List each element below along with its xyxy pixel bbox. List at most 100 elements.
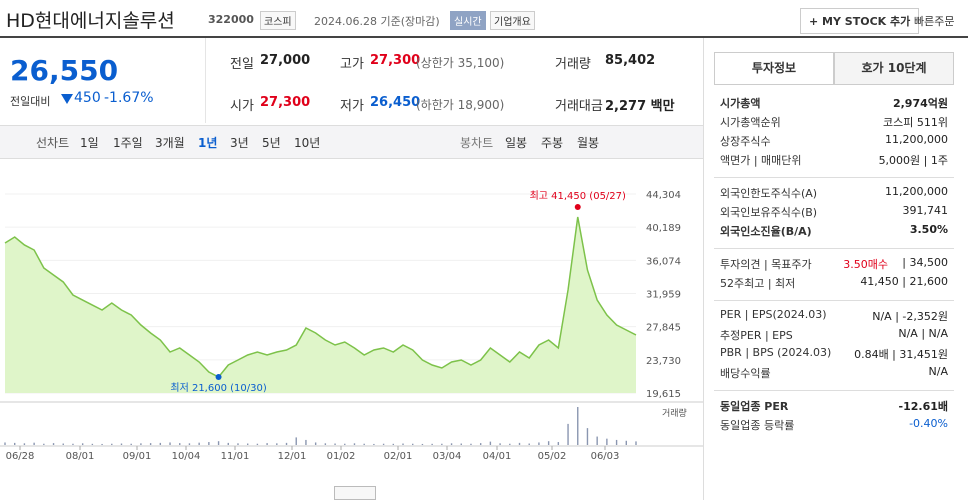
volume-bar [188, 443, 191, 445]
y-tick-label: 36,074 [646, 256, 681, 267]
tab-label: 선차트 [36, 136, 70, 150]
company-info[interactable]: 기업개요 [490, 11, 535, 30]
volume-bar [324, 443, 327, 445]
high-marker [574, 204, 581, 211]
volume-bar [479, 443, 482, 445]
summary-value: 26,450 [370, 95, 421, 110]
info-value: 3.50% [909, 223, 948, 236]
volume-bar [557, 442, 560, 445]
section-divider [714, 300, 954, 301]
volume-bar [227, 442, 229, 445]
volume-bar [179, 443, 181, 445]
y-tick-label: 27,845 [646, 323, 681, 334]
candle-tab[interactable]: 월봉 [577, 136, 600, 150]
volume-bar [596, 436, 598, 445]
info-value: N/A | N/A [898, 327, 948, 340]
info-value: 코스피 511위 [883, 116, 948, 129]
info-value: N/A | -2,352원 [872, 310, 948, 323]
period-tab[interactable]: 3년 [230, 136, 249, 150]
x-tick-label: 11/01 [221, 451, 250, 462]
volume-bar [246, 443, 249, 445]
info-label: 시가총액 [720, 97, 761, 110]
volume-bar [373, 443, 375, 445]
volume-bar [4, 442, 6, 445]
volume-bar [441, 443, 443, 445]
price-chart: 44,304 40,189 36,074 31,959 27,845 23,730 19,6… [0, 190, 703, 462]
volume-bar [518, 442, 521, 445]
y-tick-label: 31,959 [646, 290, 681, 301]
volume-bar [120, 443, 123, 445]
info-label: 외국인보유주식수(B) [720, 206, 818, 219]
x-tick-label: 09/01 [123, 451, 152, 462]
candle-tab[interactable]: 일봉 [505, 136, 528, 150]
summary-value: 27,300 [370, 53, 421, 68]
period-tab[interactable]: 1주일 [113, 136, 143, 150]
volume-bar [577, 407, 579, 445]
realtime-badge[interactable]: 실시간 [450, 11, 486, 30]
volume-bar [305, 439, 307, 445]
volume-bar [256, 443, 259, 445]
section-divider [714, 390, 954, 391]
volume-bar [625, 440, 627, 445]
tab-label: 봉차트 [460, 136, 494, 150]
info-value: 2,974억원 [892, 97, 948, 110]
period-tab[interactable]: 1년 [198, 136, 218, 150]
volume-bar [615, 439, 618, 445]
volume-bar [460, 443, 462, 445]
volume-bar [217, 441, 220, 445]
summary-value: 2,277 백만 [605, 99, 675, 114]
volume-bar [353, 443, 356, 445]
info-label: 동일업종 PER [720, 400, 789, 413]
summary-value: 85,402 [605, 53, 656, 68]
quick-order[interactable]: 빠른주문 [914, 15, 955, 28]
y-tick-label: 19,615 [646, 389, 681, 400]
period-tab[interactable]: 10년 [294, 136, 321, 150]
info-value: 11,200,000 [885, 185, 948, 198]
volume-bar [344, 443, 346, 445]
summary-extra: (상한가 35,100) [416, 56, 505, 70]
x-tick-label: 02/01 [384, 451, 413, 462]
info-value: N/A [928, 365, 948, 378]
volume-bar [208, 442, 210, 445]
y-tick-label: 44,304 [646, 190, 681, 201]
info-label: 투자의견 | 목표주가 [720, 258, 812, 271]
x-tick-label: 08/01 [66, 451, 95, 462]
down-arrow [61, 94, 73, 104]
period-tab[interactable]: 3개월 [155, 136, 185, 150]
side-tab[interactable]: 투자정보 [714, 52, 834, 85]
volume-bar [538, 442, 540, 445]
volume-bar [169, 442, 171, 445]
volume-bar [295, 437, 297, 445]
volume-bar [81, 443, 84, 445]
low-marker [215, 374, 222, 381]
current-price: 26,550 [10, 54, 119, 87]
summary-label: 저가 [340, 99, 364, 114]
volume-bar [606, 438, 608, 445]
my-stock-button[interactable]: + MY STOCK 추가 [800, 8, 920, 34]
summary-label: 시가 [230, 99, 254, 114]
volume-bar [276, 443, 278, 445]
volume-bar [431, 443, 433, 445]
x-tick-label: 06/03 [591, 451, 620, 462]
info-label: 배당수익률 [720, 367, 771, 380]
volume-bar [62, 443, 64, 445]
high-label: 최고 41,450 (05/27) [530, 190, 626, 202]
volume-bar [402, 443, 404, 445]
volume-bar [198, 442, 200, 445]
info-value: 3.50매수 [843, 258, 888, 271]
volume-bar [285, 442, 288, 445]
side-tab[interactable]: 호가 10단계 [834, 52, 954, 85]
volume-bar [421, 443, 424, 445]
info-value: 0.84배 | 31,451원 [854, 348, 948, 361]
x-tick-label: 01/02 [327, 451, 356, 462]
collapse-button[interactable] [334, 486, 376, 500]
period-tab[interactable]: 1일 [80, 136, 99, 150]
summary-label: 전일 [230, 57, 254, 72]
candle-tab[interactable]: 주봉 [541, 136, 564, 150]
period-tab[interactable]: 5년 [262, 136, 281, 150]
y-tick-label: 23,730 [646, 356, 681, 367]
volume-bar [149, 443, 152, 445]
volume-bar [334, 443, 336, 445]
volume-bar [101, 443, 103, 445]
date: 2024.06.28 기준(장마감) [314, 15, 440, 28]
